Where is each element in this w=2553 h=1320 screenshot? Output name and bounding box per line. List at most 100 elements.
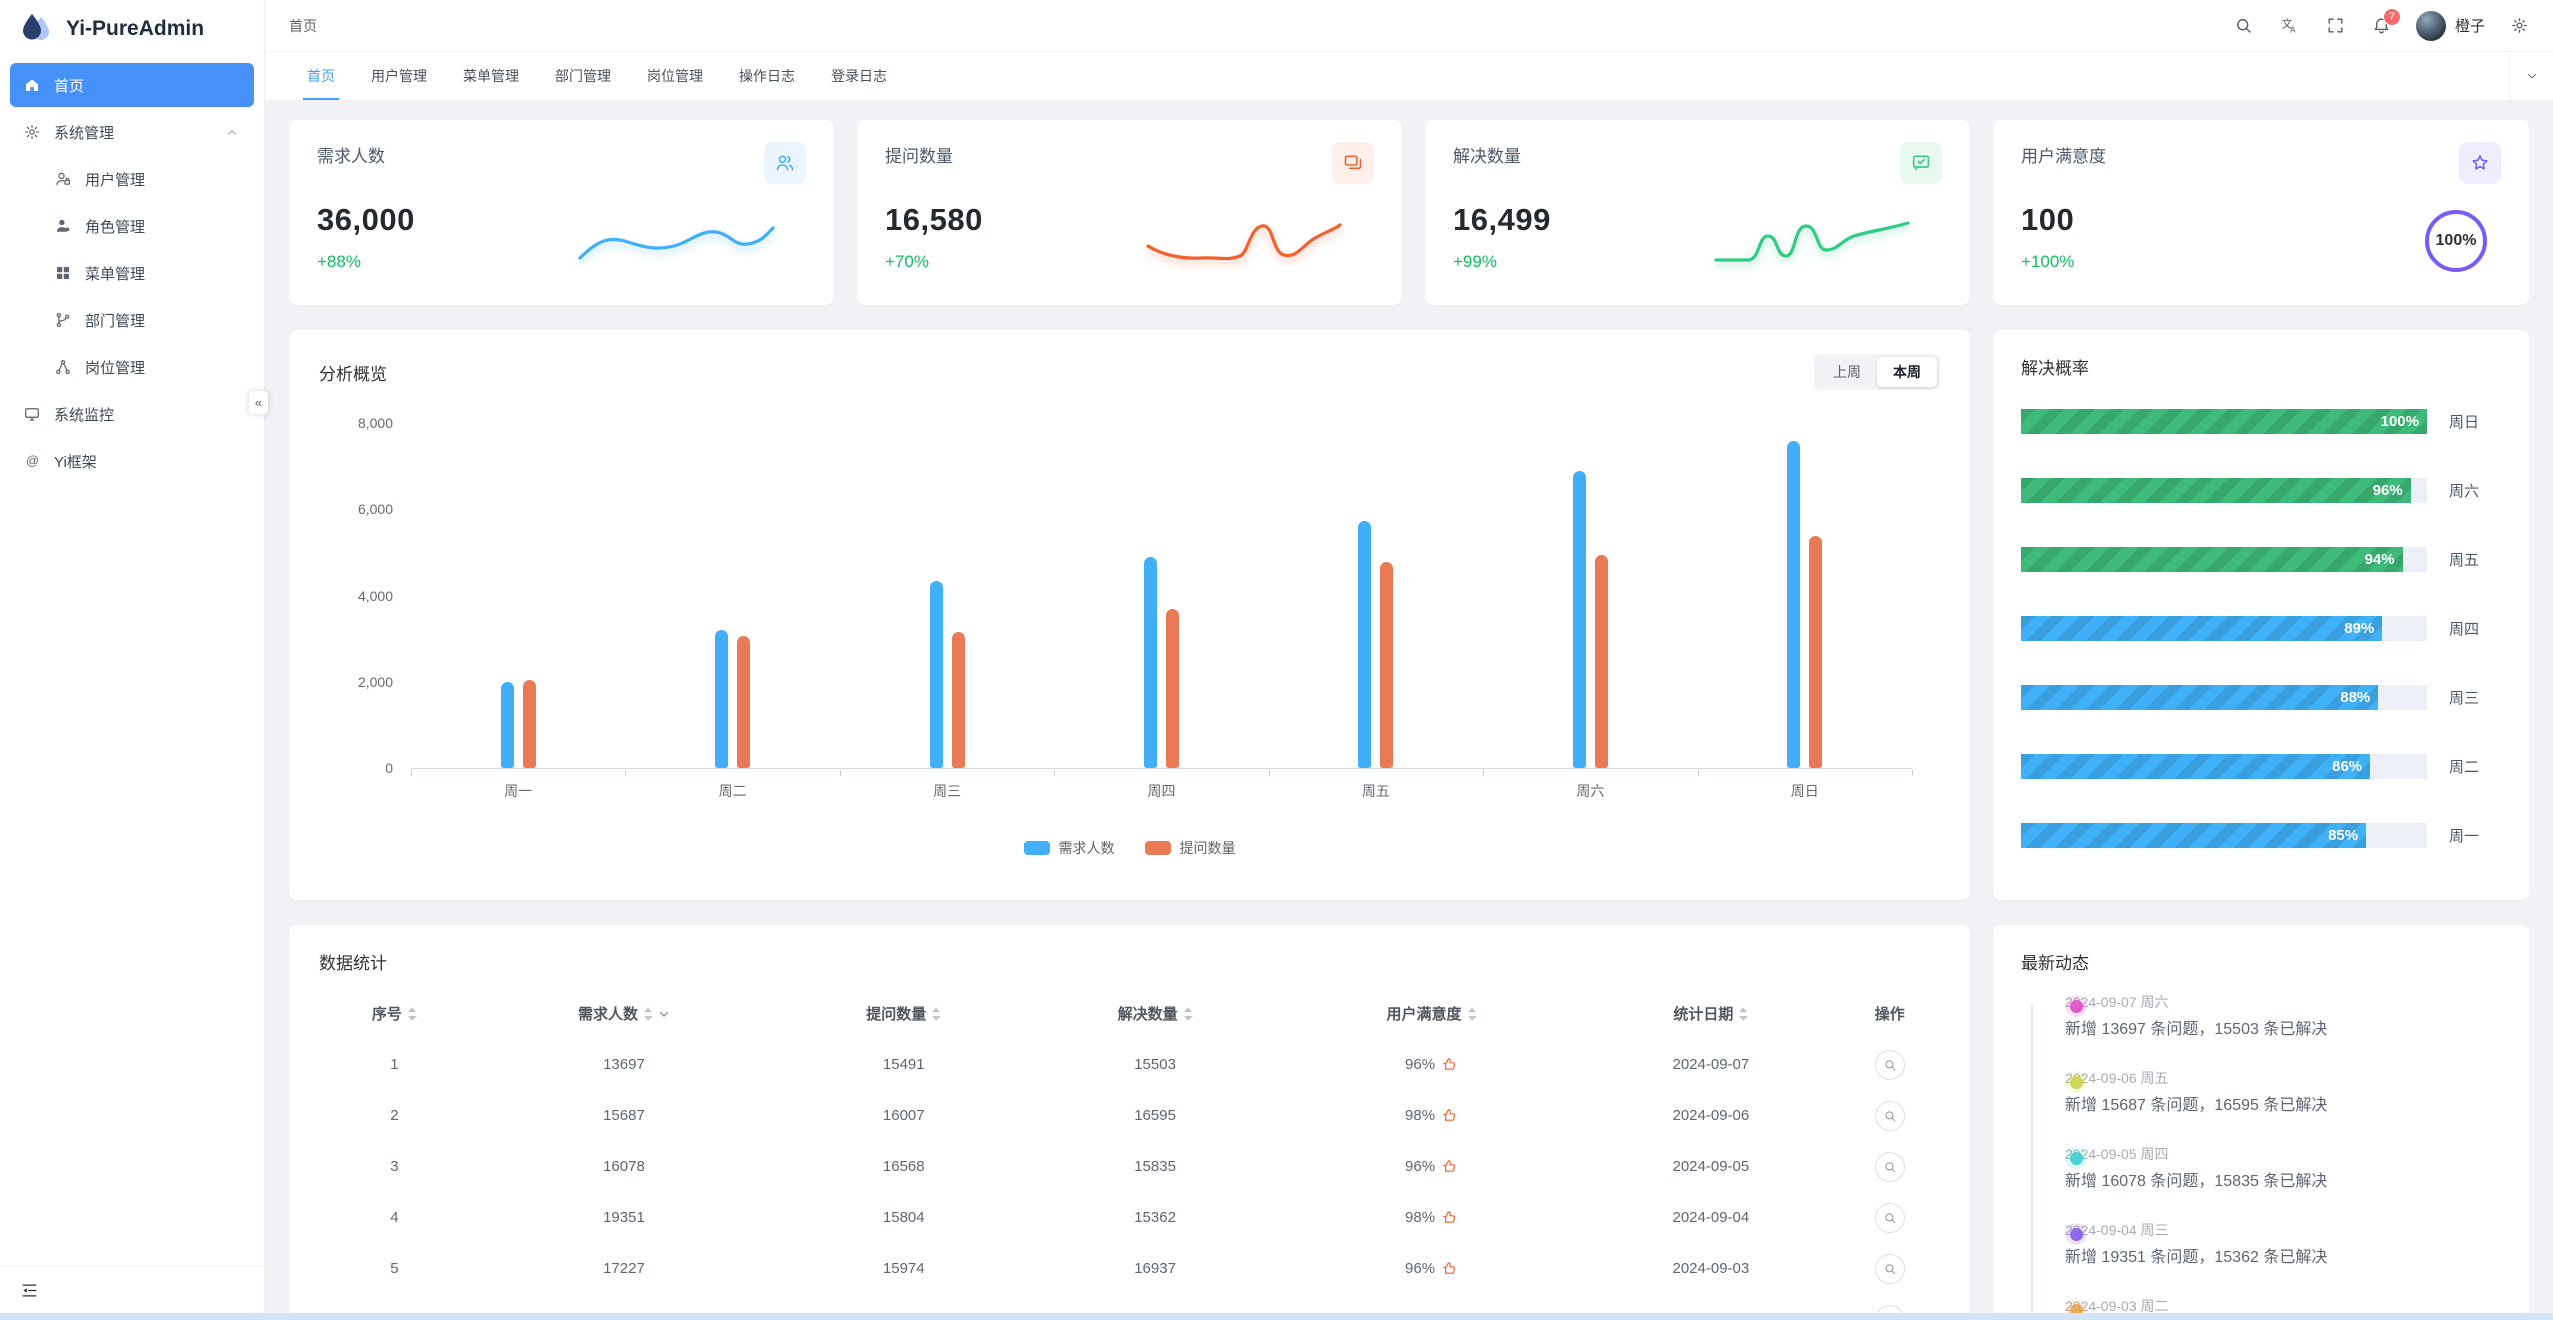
cell-date: 2024-09-05 bbox=[1672, 1158, 1750, 1175]
search-button[interactable] bbox=[2224, 6, 2264, 46]
timeline-date: 2024-09-05 周四 bbox=[2065, 1146, 2169, 1162]
timeline-item: 2024-09-06 周五 新增 15687 条问题，16595 条已解决 bbox=[2065, 1068, 2501, 1118]
cell-satisfaction: 96% bbox=[1405, 1056, 1458, 1073]
stat-card-solved-count: 解决数量 16,499 +99% bbox=[1425, 120, 1970, 305]
bar-需求人数[interactable] bbox=[1143, 557, 1157, 768]
bar-group-2 bbox=[625, 424, 839, 768]
range-last-week-button[interactable]: 上周 bbox=[1833, 364, 1861, 380]
tabs: 首页 用户管理 菜单管理 部门管理 岗位管理 操作日志 登录日志 bbox=[289, 52, 905, 100]
bar-提问数量[interactable] bbox=[737, 635, 751, 768]
progress-row: 89% 周四 bbox=[2021, 616, 2501, 641]
bar-提问数量[interactable] bbox=[522, 679, 536, 768]
progress-row: 100% 周日 bbox=[2021, 409, 2501, 434]
progress-label: 周六 bbox=[2449, 483, 2480, 500]
progress-fill: 88% bbox=[2021, 685, 2379, 710]
horizontal-scrollbar[interactable] bbox=[0, 1313, 2553, 1320]
progress-track: 96% bbox=[2021, 478, 2427, 503]
timeline-text: 新增 16078 条问题，15835 条已解决 bbox=[2065, 1173, 2328, 1190]
bar-需求人数[interactable] bbox=[500, 682, 514, 768]
view-row-button[interactable] bbox=[1874, 1151, 1905, 1182]
tab-dept-management[interactable]: 部门管理 bbox=[555, 68, 611, 84]
notification-badge: 7 bbox=[2382, 7, 2401, 26]
bar-需求人数[interactable] bbox=[1572, 471, 1586, 768]
sidebar-item-post-management[interactable]: 岗位管理 bbox=[10, 345, 254, 389]
cell-solved: 16937 bbox=[1134, 1260, 1176, 1277]
column-header[interactable]: 序号 bbox=[319, 988, 470, 1039]
tab-operation-log[interactable]: 操作日志 bbox=[739, 68, 795, 84]
view-row-button[interactable] bbox=[1874, 1253, 1905, 1284]
sidebar-item-system-monitor[interactable]: 系统监控 bbox=[10, 392, 254, 436]
bar-需求人数[interactable] bbox=[1358, 520, 1372, 768]
x-axis-label: 周五 bbox=[1361, 783, 1390, 799]
users-icon bbox=[774, 152, 796, 174]
sidebar-item-menu-management[interactable]: 菜单管理 bbox=[10, 251, 254, 295]
bar-group-7 bbox=[1698, 424, 1912, 768]
view-row-button[interactable] bbox=[1874, 1202, 1905, 1233]
timeline-text: 新增 19351 条问题，15362 条已解决 bbox=[2065, 1249, 2328, 1266]
tab-user-management[interactable]: 用户管理 bbox=[371, 68, 427, 84]
sidebar: Yi-PureAdmin 首页 系统管理 用户管理 角色管理 菜单管理 部门管理 岗位管理系… bbox=[0, 0, 265, 1320]
chevron-down-icon bbox=[2525, 69, 2539, 83]
cell-date: 2024-09-06 bbox=[1672, 1107, 1750, 1124]
breadcrumb[interactable]: 首页 bbox=[289, 17, 317, 34]
legend-item[interactable]: 需求人数 bbox=[1023, 838, 1115, 858]
cell-demand: 13697 bbox=[603, 1056, 645, 1073]
range-toggle: 上周 本周 bbox=[1814, 354, 1940, 390]
cell-satisfaction: 98% bbox=[1405, 1107, 1458, 1124]
timeline-item: 2024-09-05 周四新增 16078 条问题，15835 条已解决 bbox=[2065, 1144, 2501, 1194]
tab-menu-management[interactable]: 菜单管理 bbox=[463, 68, 519, 84]
tab-home[interactable]: 首页 bbox=[289, 52, 353, 100]
collapse-sidebar-icon[interactable] bbox=[20, 1281, 39, 1300]
gear-icon bbox=[2510, 16, 2529, 35]
range-this-week-button[interactable]: 本周 bbox=[1877, 357, 1937, 387]
magnifier-icon bbox=[1883, 1160, 1897, 1174]
y-axis-label: 2,000 bbox=[357, 673, 393, 690]
column-header[interactable]: 提问数量 bbox=[778, 988, 1029, 1039]
progress-fill: 86% bbox=[2021, 754, 2371, 779]
bar-需求人数[interactable] bbox=[715, 630, 729, 768]
x-axis-label: 周日 bbox=[1790, 783, 1819, 799]
bar-提问数量[interactable] bbox=[1380, 561, 1394, 768]
column-header[interactable]: 需求人数 bbox=[470, 988, 778, 1039]
cell-questions: 15804 bbox=[882, 1209, 925, 1226]
settings-button[interactable] bbox=[2499, 6, 2539, 46]
column-header[interactable]: 解决数量 bbox=[1029, 988, 1280, 1039]
timeline-dot bbox=[2069, 999, 2083, 1013]
user-menu[interactable]: 橙子 bbox=[2408, 10, 2493, 41]
sidebar-item-home[interactable]: 首页 bbox=[10, 63, 254, 107]
tab-post-management[interactable]: 岗位管理 bbox=[647, 68, 703, 84]
logo-row[interactable]: Yi-PureAdmin bbox=[0, 0, 264, 58]
x-axis-label: 周四 bbox=[1147, 783, 1176, 799]
bar-提问数量[interactable] bbox=[1594, 555, 1608, 768]
sidebar-item-role-management[interactable]: 角色管理 bbox=[10, 204, 254, 248]
sidebar-item-yi-framework[interactable]: @ Yi框架 bbox=[10, 439, 254, 483]
column-header[interactable]: 操作 bbox=[1874, 1006, 1905, 1023]
view-row-button[interactable] bbox=[1874, 1100, 1905, 1131]
solve-rate-card: 解决概率 100% 周日 96% 周六 94% 周五 89% 周四 88% 周三 86% 周二 85% 周… bbox=[1993, 330, 2529, 900]
notification-button[interactable]: 7 bbox=[2362, 6, 2402, 46]
bar-需求人数[interactable] bbox=[1787, 441, 1801, 768]
sidebar-collapse-button[interactable]: « bbox=[249, 391, 268, 414]
bar-提问数量[interactable] bbox=[1165, 608, 1179, 768]
table-row: 3 16078 16568 15835 96% 2024-09-05 bbox=[319, 1141, 1940, 1192]
sidebar-item-user-management[interactable]: 用户管理 bbox=[10, 157, 254, 201]
stat-icon-box bbox=[1332, 142, 1374, 184]
cell-satisfaction: 96% bbox=[1405, 1260, 1458, 1277]
column-header[interactable]: 统计日期 bbox=[1582, 988, 1839, 1039]
fullscreen-button[interactable] bbox=[2316, 6, 2356, 46]
bar-提问数量[interactable] bbox=[951, 631, 965, 768]
sidebar-item-system-management[interactable]: 系统管理 bbox=[10, 110, 254, 154]
y-axis-label: 8,000 bbox=[357, 415, 393, 431]
tab-actions-button[interactable] bbox=[2509, 52, 2553, 100]
view-row-button[interactable] bbox=[1874, 1049, 1905, 1080]
tab-login-log[interactable]: 登录日志 bbox=[831, 68, 887, 84]
stat-title: 提问数量 bbox=[885, 147, 953, 166]
bar-提问数量[interactable] bbox=[1809, 535, 1823, 768]
sidebar-item-dept-management[interactable]: 部门管理 bbox=[10, 298, 254, 342]
legend-item[interactable]: 提问数量 bbox=[1144, 838, 1236, 858]
bar-需求人数[interactable] bbox=[929, 580, 943, 768]
column-header[interactable]: 用户满意度 bbox=[1281, 988, 1583, 1039]
stat-cards-row: 需求人数 36,000 +88% 提问数量 16,580 +70% 解决数量 16,499 +9… bbox=[289, 120, 2529, 305]
